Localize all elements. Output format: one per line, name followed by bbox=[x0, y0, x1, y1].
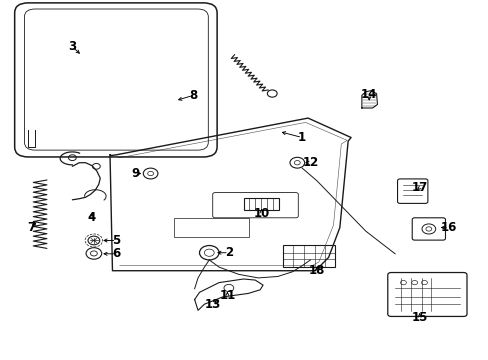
Text: 18: 18 bbox=[308, 264, 325, 277]
Text: 14: 14 bbox=[360, 88, 377, 101]
Bar bbox=[173, 218, 249, 237]
Text: 9: 9 bbox=[132, 167, 140, 180]
Text: 8: 8 bbox=[189, 89, 197, 102]
Text: 7: 7 bbox=[28, 221, 36, 234]
Bar bbox=[282, 245, 335, 267]
Text: 6: 6 bbox=[112, 247, 120, 260]
Text: 12: 12 bbox=[302, 156, 318, 169]
Text: 10: 10 bbox=[253, 207, 269, 220]
Text: 16: 16 bbox=[440, 221, 456, 234]
Text: 3: 3 bbox=[68, 40, 76, 53]
Text: 4: 4 bbox=[88, 211, 96, 224]
Text: 1: 1 bbox=[298, 131, 305, 144]
Text: 13: 13 bbox=[204, 298, 221, 311]
Bar bbox=[243, 198, 278, 210]
Text: 17: 17 bbox=[410, 181, 427, 194]
Text: 15: 15 bbox=[410, 311, 427, 324]
Text: 11: 11 bbox=[219, 289, 235, 302]
Text: 2: 2 bbox=[224, 246, 232, 259]
Text: 5: 5 bbox=[112, 234, 120, 247]
